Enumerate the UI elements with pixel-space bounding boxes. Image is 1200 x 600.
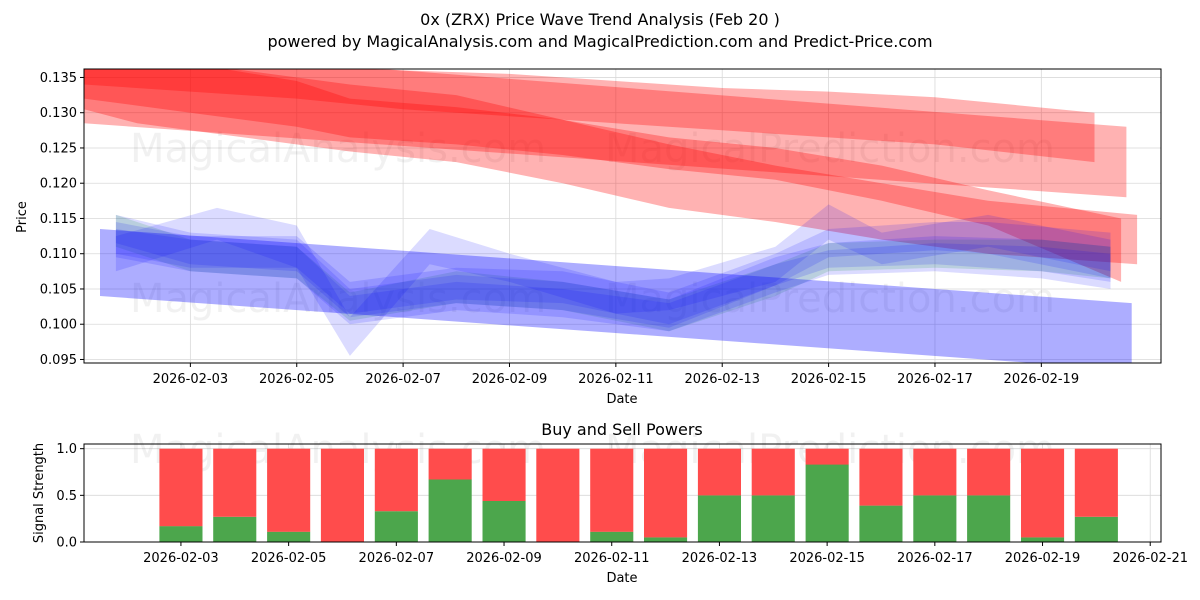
sell-bar: [213, 448, 257, 517]
sell-bar: [1074, 448, 1118, 517]
buy-bar: [913, 495, 957, 542]
buy-bar: [859, 505, 903, 542]
blue-wave-band-4: [115, 229, 1111, 332]
sell-bar: [159, 448, 203, 527]
chart-title: 0x (ZRX) Price Wave Trend Analysis (Feb …: [420, 10, 780, 29]
price-x-tick-label: 2026-02-03: [153, 372, 229, 387]
sell-bar: [913, 448, 957, 496]
buy-sell-title: Buy and Sell Powers: [541, 420, 703, 439]
watermark-analysis-mid: MagicalAnalysis.com: [130, 276, 546, 322]
buy-bar: [644, 537, 688, 542]
blue-wave-band-3: [115, 214, 1111, 328]
buy-sell-x-tick-label: 2026-02-07: [359, 551, 435, 566]
watermark-prediction-mid: MagicalPrediction.com: [605, 276, 1055, 322]
sell-bar: [374, 448, 418, 512]
price-x-tick-label: 2026-02-05: [259, 372, 335, 387]
price-x-tick-label: 2026-02-17: [897, 372, 973, 387]
sell-bar: [751, 448, 795, 496]
buy-bar: [967, 495, 1011, 542]
price-x-tick-label: 2026-02-15: [791, 372, 867, 387]
buy-bar: [805, 464, 849, 542]
price-bands: [84, 69, 1138, 363]
buy-sell-x-tick-label: 2026-02-13: [682, 551, 758, 566]
watermark-analysis-top: MagicalAnalysis.com: [130, 126, 546, 172]
sell-bar: [805, 448, 849, 465]
price-y-tick-label: 0.110: [40, 247, 77, 262]
buy-bar: [428, 479, 472, 542]
price-x-tick-label: 2026-02-11: [578, 372, 654, 387]
price-y-tick-label: 0.115: [40, 212, 77, 227]
blue-wave-band-0: [100, 229, 1132, 363]
buy-bar: [482, 500, 526, 542]
buy-bar: [697, 495, 741, 542]
price-x-tick-label: 2026-02-13: [684, 372, 760, 387]
red-wave-band-1: [84, 69, 1122, 282]
sell-bar: [1021, 448, 1065, 538]
sell-bar: [590, 448, 634, 532]
buy-sell-x-tick-label: 2026-02-19: [1005, 551, 1081, 566]
price-y-tick-label: 0.105: [40, 282, 77, 297]
price-y-axis-label: Price: [15, 201, 30, 233]
price-y-tick-label: 0.100: [40, 318, 77, 333]
buy-sell-x-tick-label: 2026-02-15: [789, 551, 865, 566]
price-x-tick-label: 2026-02-09: [472, 372, 548, 387]
sell-bar: [697, 448, 741, 496]
buy-sell-chart: Buy and Sell Powers MagicalAnalysis.com …: [32, 420, 1188, 586]
buy-sell-x-axis-label: Date: [606, 571, 637, 586]
buy-sell-y-tick-label: 0.5: [56, 489, 77, 504]
buy-sell-x-tick-label: 2026-02-05: [251, 551, 327, 566]
price-x-axis-label: Date: [606, 392, 637, 407]
buy-sell-x-tick-label: 2026-02-11: [574, 551, 650, 566]
price-y-tick-label: 0.120: [40, 177, 77, 192]
sell-bar: [320, 448, 364, 542]
price-y-tick-label: 0.125: [40, 141, 77, 156]
buy-sell-bars: [159, 448, 1118, 542]
price-plot-frame: [83, 68, 1162, 364]
red-wave-band-0: [84, 69, 1127, 198]
price-y-tick-label: 0.135: [40, 71, 77, 86]
chart-subtitle: powered by MagicalAnalysis.com and Magic…: [267, 32, 932, 51]
price-y-tick-label: 0.130: [40, 106, 77, 121]
red-wave-band-3: [84, 69, 1095, 163]
buy-sell-x-tick-label: 2026-02-21: [1112, 551, 1188, 566]
buy-bar: [1074, 516, 1118, 542]
sell-bar: [482, 448, 526, 501]
buy-sell-x-tick-label: 2026-02-03: [143, 551, 219, 566]
price-wave-chart: MagicalAnalysis.com MagicalPrediction.co…: [15, 68, 1162, 407]
price-y-tick-label: 0.095: [40, 353, 77, 368]
buy-bar: [267, 531, 311, 542]
buy-bar: [374, 511, 418, 542]
watermark-prediction-top: MagicalPrediction.com: [605, 126, 1055, 172]
buy-bar: [159, 526, 203, 542]
buy-sell-y-tick-label: 1.0: [56, 442, 77, 457]
price-y-ticks: 0.095 0.100 0.105 0.110 0.115 0.120 0.125 0.130…: [40, 71, 84, 368]
blue-wave-band-2: [115, 204, 1111, 356]
buy-sell-y-ticks: 0.0 0.5 1.0: [56, 442, 84, 551]
sell-bar: [644, 448, 688, 538]
buy-sell-x-ticks: 2026-02-03 2026-02-05 2026-02-07 2026-02-09…: [143, 542, 1188, 566]
buy-sell-x-tick-label: 2026-02-17: [897, 551, 973, 566]
sell-bar: [967, 448, 1011, 496]
buy-bar: [590, 531, 634, 542]
sell-bar: [267, 448, 311, 532]
price-x-ticks: 2026-02-03 2026-02-05 2026-02-07 2026-02-09…: [153, 363, 1080, 387]
red-wave-band-2: [84, 69, 1138, 265]
blue-wave-band-1: [115, 222, 1111, 325]
sell-bar: [536, 448, 580, 542]
price-grid: [84, 69, 1161, 363]
buy-sell-y-axis-label: Signal Strength: [32, 443, 47, 543]
buy-sell-y-tick-label: 0.0: [56, 536, 77, 551]
sell-bar: [428, 448, 472, 480]
green-wave-band: [115, 214, 1111, 332]
buy-bar: [751, 495, 795, 542]
buy-sell-plot-frame: [83, 443, 1162, 543]
price-x-tick-label: 2026-02-19: [1004, 372, 1080, 387]
price-x-tick-label: 2026-02-07: [365, 372, 441, 387]
buy-sell-x-tick-label: 2026-02-09: [466, 551, 542, 566]
sell-bar: [859, 448, 903, 506]
buy-bar: [1021, 537, 1065, 542]
buy-bar: [213, 516, 257, 542]
